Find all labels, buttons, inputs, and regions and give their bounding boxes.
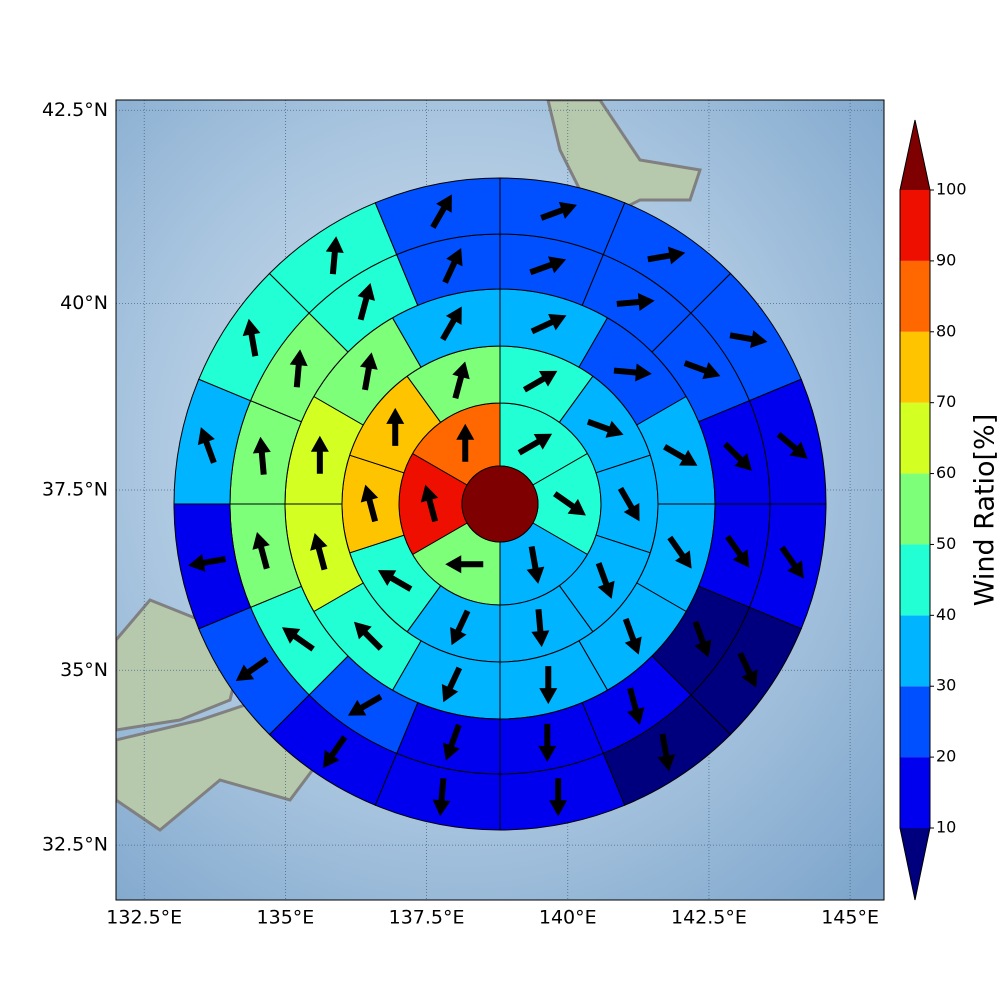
wind-arrow [517, 433, 553, 456]
wind-arrow [450, 609, 471, 646]
colorbar-swatch [900, 331, 930, 403]
x-tick-label: 132.5°E [106, 907, 182, 929]
colorbar-tick-label: 20 [936, 747, 956, 766]
wind-arrow [529, 256, 567, 276]
colorbar-tick-label: 50 [936, 534, 956, 553]
wind-arrow [188, 553, 226, 572]
colorbar-tick-label: 60 [936, 463, 956, 482]
plot-frame [115, 99, 885, 901]
colorbar-swatch [900, 615, 930, 687]
x-tick-label: 135°E [257, 907, 315, 929]
colorbar-swatch [900, 402, 930, 474]
wind-arrow [663, 444, 698, 466]
colorbar-swatch [900, 190, 930, 261]
wind-arrow [729, 330, 768, 348]
wind-arrow [441, 666, 463, 703]
wind-arrow [683, 360, 721, 380]
wind-arrow [357, 283, 376, 321]
wind-arrow [779, 545, 804, 579]
wind-arrow [235, 656, 269, 682]
wind-arrow [442, 248, 463, 284]
wind-arrow [445, 555, 484, 574]
wind-arrow [242, 318, 261, 357]
wind-arrow [526, 545, 545, 584]
wind-arrow [667, 535, 692, 569]
colorbar-extend-low [900, 828, 930, 900]
wind-arrow [310, 435, 329, 474]
wind-arrow [737, 651, 758, 688]
y-tick-label: 42.5°N [42, 99, 108, 121]
wind-arrow [539, 666, 558, 705]
x-tick-label: 140°E [539, 907, 597, 929]
wind-arrow [530, 314, 567, 335]
wind-arrow [692, 620, 712, 658]
wind-arrow [360, 484, 379, 523]
wind-arrow [595, 562, 615, 599]
wind-arrow [452, 361, 470, 400]
wind-arrow [617, 486, 640, 522]
wind-arrow [252, 531, 270, 570]
wind-arrow [197, 427, 217, 464]
wind-arrow [531, 608, 550, 648]
colorbar-swatch [900, 686, 930, 758]
wind-arrow [310, 532, 328, 571]
wind-arrow [522, 370, 558, 393]
colorbar-label: Wind Ratio[%] [970, 414, 1000, 606]
wind-arrow [432, 778, 451, 817]
wind-arrow [442, 723, 462, 761]
center-cell [461, 465, 539, 543]
colorbar-swatch [900, 757, 930, 828]
wind-arrow [725, 534, 750, 568]
wind-arrow [322, 735, 348, 769]
colorbar-tick-label: 90 [936, 250, 956, 269]
y-tick-label: 35°N [60, 659, 108, 681]
y-tick-label: 40°N [60, 292, 108, 314]
colorbar-swatch [900, 473, 930, 545]
wind-arrow [440, 306, 462, 341]
wind-arrow [540, 201, 577, 221]
y-tick-label: 32.5°N [42, 834, 108, 856]
wind-arrow [538, 723, 557, 762]
wind-arrow [647, 246, 686, 265]
wind-arrow [281, 627, 315, 652]
wind-arrow [776, 431, 808, 459]
wind-arrow [657, 733, 676, 772]
wind-arrow [252, 436, 271, 475]
colorbar-tick-label: 100 [936, 180, 967, 199]
colorbar-tick-label: 10 [936, 818, 956, 837]
wind-arrow [586, 418, 624, 438]
colorbar-tick-label: 80 [936, 321, 956, 340]
x-tick-label: 142.5°E [671, 907, 747, 929]
y-tick-label: 37.5°N [42, 479, 108, 501]
wind-arrow [553, 491, 586, 516]
wind-arrow [377, 570, 413, 592]
wind-arrow [722, 441, 752, 471]
colorbar-swatch [900, 544, 930, 616]
colorbar-extend-high [900, 120, 930, 190]
wind-arrow [549, 778, 568, 817]
wind-arrow [347, 694, 383, 716]
wind-arrow [613, 363, 652, 382]
colorbar-swatch [900, 260, 930, 332]
wind-arrow [456, 423, 475, 462]
wind-arrow [359, 352, 378, 391]
wind-arrow [353, 621, 383, 651]
colorbar-tick-label: 70 [936, 392, 956, 411]
wind-arrow [289, 349, 308, 388]
wind-arrow [616, 293, 655, 311]
wind-arrow [430, 194, 452, 229]
wind-arrow [325, 236, 344, 275]
wind-arrow [627, 687, 645, 725]
wind-arrow [420, 484, 439, 523]
colorbar-tick-label: 40 [936, 605, 956, 624]
wind-arrow [622, 617, 642, 655]
x-tick-label: 145°E [821, 907, 879, 929]
x-tick-label: 137.5°E [389, 907, 465, 929]
colorbar-tick-label: 30 [936, 676, 956, 695]
wind-arrow [386, 407, 405, 446]
